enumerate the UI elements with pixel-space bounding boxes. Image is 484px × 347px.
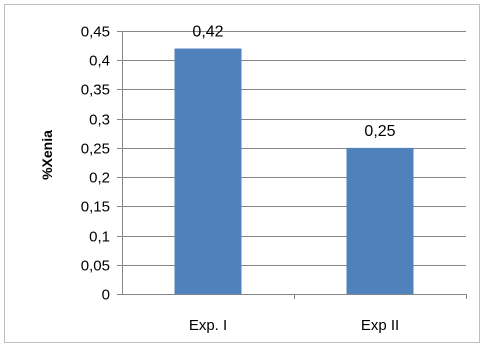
- gridlines: [122, 31, 466, 266]
- bar: [174, 48, 242, 295]
- y-tick-label: 0: [102, 287, 110, 304]
- y-tick-label: 0,35: [81, 82, 110, 99]
- bar: [346, 147, 414, 294]
- y-tick-labels: 0 0,05 0,1 0,15 0,2 0,25 0,3 0,35 0,4 0,45: [81, 24, 110, 304]
- y-tick-label: 0,25: [81, 141, 110, 158]
- bar-chart: 0 0,05 0,1 0,15 0,2 0,25 0,3 0,35 0,4 0,45 Exp. I…: [39, 24, 467, 334]
- data-labels: 0,42 0,25: [192, 24, 395, 140]
- y-tick-label: 0,05: [81, 258, 110, 275]
- y-axis-title: %Xenia: [39, 130, 55, 180]
- y-tick-label: 0,3: [89, 112, 110, 129]
- data-label: 0,25: [364, 123, 395, 140]
- y-tick-label: 0,2: [89, 170, 110, 187]
- y-tick-label: 0,4: [89, 53, 110, 70]
- y-tick-label: 0,45: [81, 24, 110, 41]
- y-tick-label: 0,1: [89, 229, 110, 246]
- chart-frame: 0 0,05 0,1 0,15 0,2 0,25 0,3 0,35 0,4 0,45 Exp. I…: [4, 4, 480, 343]
- x-tick-labels: Exp. I Exp II: [189, 317, 399, 334]
- x-tick-label: Exp II: [361, 317, 399, 334]
- data-label: 0,42: [192, 24, 223, 41]
- x-tick-label: Exp. I: [189, 317, 227, 334]
- bars: [174, 48, 414, 295]
- axes: [117, 31, 467, 299]
- y-tick-label: 0,15: [81, 199, 110, 216]
